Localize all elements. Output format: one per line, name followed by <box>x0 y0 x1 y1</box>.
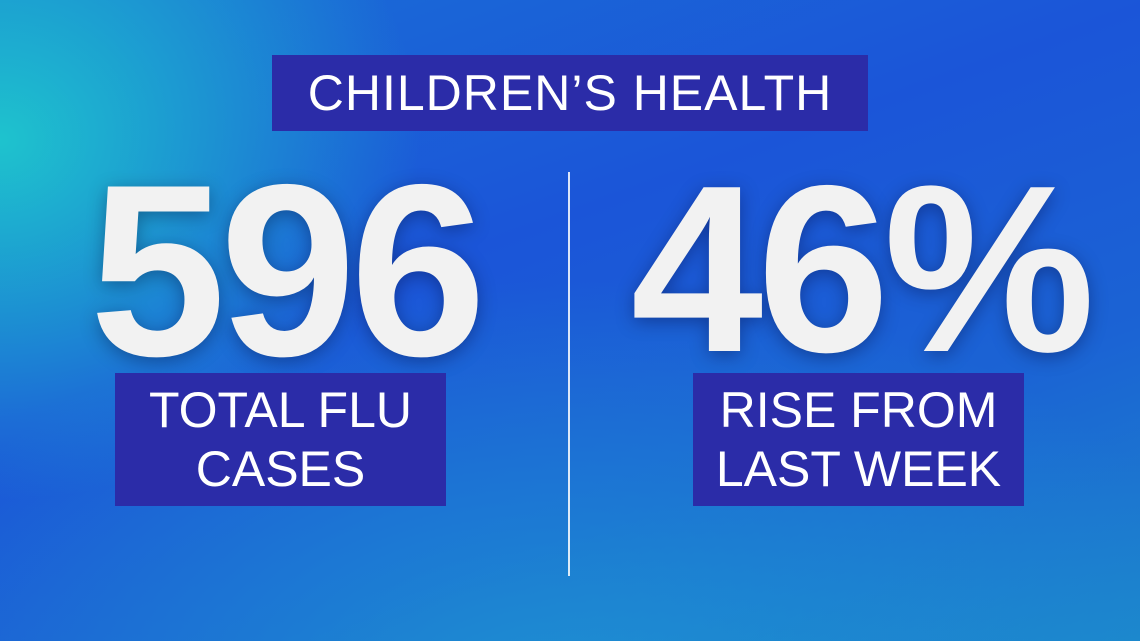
title: CHILDREN’S HEALTH <box>307 65 833 121</box>
stat-label: TOTAL FLU <box>148 382 412 438</box>
stat-label-box: RISE FROM LAST WEEK <box>693 373 1024 506</box>
stat-figure: 46% <box>630 137 1095 402</box>
stat-label: RISE FROM <box>719 382 998 438</box>
stat-label: LAST WEEK <box>715 441 1002 497</box>
stat-label: CASES <box>195 441 366 497</box>
stat-figure: 596 <box>89 133 487 407</box>
title-box: CHILDREN’S HEALTH <box>272 55 868 131</box>
divider <box>568 172 570 576</box>
stat-label-box: TOTAL FLU CASES <box>115 373 446 506</box>
